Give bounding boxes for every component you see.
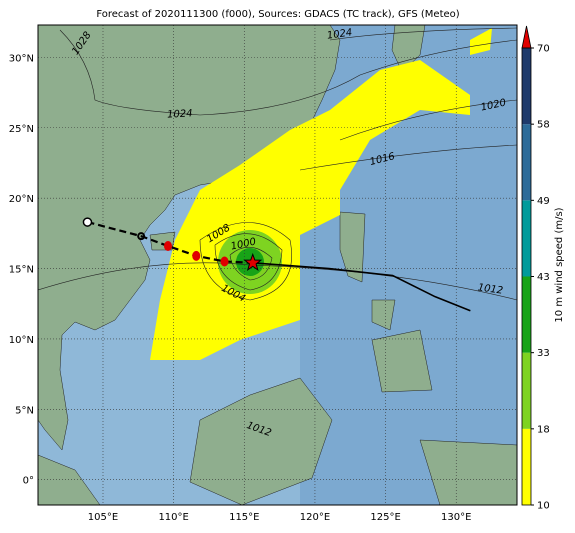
isobar-label: 1000	[230, 237, 257, 253]
lat-tick-label: 20°N	[9, 194, 34, 205]
colorbar-tick-label: 43	[537, 272, 550, 283]
track-point	[163, 240, 172, 251]
colorbar-bin	[522, 200, 531, 277]
colorbar-extend	[521, 25, 532, 49]
colorbar-bin	[522, 352, 531, 429]
colorbar-tick-label: 49	[537, 196, 550, 207]
colorbar-tick-label: 70	[537, 44, 550, 55]
isobar-label: 1020	[480, 98, 507, 114]
lon-tick-label: 130°E	[441, 512, 471, 523]
map-area: 1028 102410241020101610121008100410001012…	[38, 25, 517, 505]
track-past	[87, 221, 253, 264]
colorbar-bin	[522, 276, 531, 353]
isobar-label: 1024	[167, 108, 193, 120]
colorbar-label: 10 m wind speed (m/s)	[554, 207, 565, 322]
map-frame	[37, 24, 518, 506]
lon-tick-label: 120°E	[300, 512, 330, 523]
isobar-label: 1012	[477, 282, 504, 296]
colorbar-tick-label: 10	[537, 501, 550, 512]
title: Forecast of 2020111300 (f000), Sources: …	[96, 9, 459, 20]
colorbar-tick-label: 58	[537, 120, 550, 131]
lat-tick-label: 0°	[23, 476, 34, 487]
isobar-label: 1024	[326, 27, 353, 41]
track-point	[82, 217, 93, 227]
lat-tick-label: 30°N	[9, 53, 34, 64]
track-forecast	[252, 262, 471, 312]
lat-tick-label: 25°N	[9, 124, 34, 135]
lon-tick-label: 105°E	[88, 512, 118, 523]
lat-tick-label: 5°N	[15, 405, 34, 416]
lon-tick-label: 110°E	[158, 512, 188, 523]
track-point	[137, 232, 146, 241]
colorbar-tick-label: 18	[537, 424, 550, 435]
lon-tick-label: 115°E	[229, 512, 259, 523]
colorbar-bin	[522, 428, 531, 505]
track-point	[192, 250, 201, 261]
track-point	[220, 256, 229, 267]
colorbar-bin	[522, 48, 531, 125]
lat-tick-label: 10°N	[9, 335, 34, 346]
lon-tick-label: 125°E	[370, 512, 400, 523]
land	[38, 25, 517, 505]
current-position	[243, 252, 263, 271]
colorbar-bin	[522, 124, 531, 201]
colorbar-tick-label: 33	[537, 348, 550, 359]
lat-tick-label: 15°N	[9, 265, 34, 276]
